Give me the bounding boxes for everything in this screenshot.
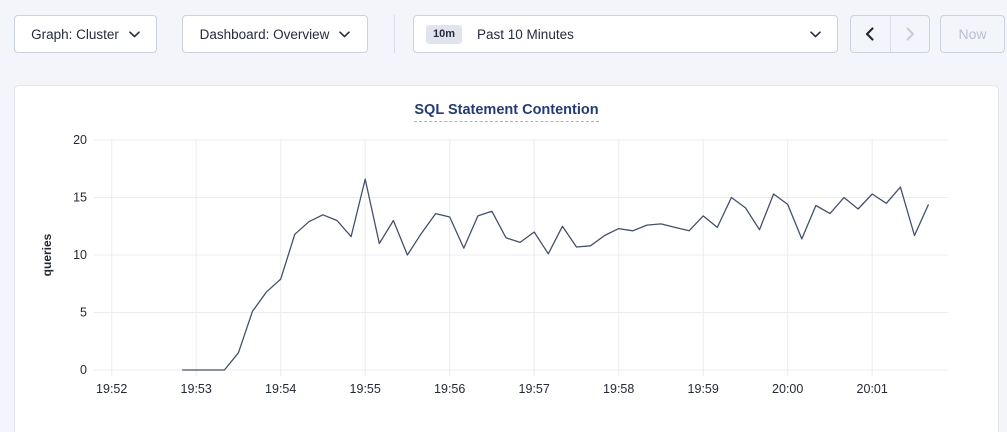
chart-card: SQL Statement Contention queries 0 5 10 15 2… <box>14 85 999 432</box>
toolbar-divider <box>394 15 395 53</box>
time-range-picker[interactable]: 10m Past 10 Minutes <box>413 15 838 53</box>
series-line <box>182 178 930 371</box>
chevron-down-icon <box>129 30 140 37</box>
chevron-right-icon <box>906 27 914 41</box>
chevron-left-icon <box>866 27 874 41</box>
x-tick-label: 20:00 <box>772 382 803 396</box>
chevron-down-icon <box>810 30 821 37</box>
time-range-label: Past 10 Minutes <box>477 26 574 42</box>
graph-select[interactable]: Graph: Cluster <box>14 15 157 53</box>
x-tick-label: 19:56 <box>434 382 465 396</box>
y-tick-label: 20 <box>73 133 87 147</box>
toolbar: Graph: Cluster Dashboard: Overview 10m P… <box>0 0 1007 53</box>
chart-canvas[interactable]: 0 5 10 15 20 19:52 19:53 19:54 19:55 19:56 19:57 19… <box>15 86 1000 432</box>
y-tick-label: 15 <box>73 191 87 205</box>
x-tick-label: 19:52 <box>96 382 127 396</box>
prev-time-button[interactable] <box>851 16 890 52</box>
next-time-button[interactable] <box>889 16 930 52</box>
y-tick-label: 0 <box>80 363 87 377</box>
chevron-down-icon <box>339 30 351 37</box>
x-tick-label: 19:54 <box>265 382 296 396</box>
chart-title-row: SQL Statement Contention <box>15 86 998 122</box>
dashboard-select[interactable]: Dashboard: Overview <box>182 15 368 53</box>
now-button[interactable]: Now <box>940 15 1005 53</box>
time-nav-group <box>850 15 930 53</box>
x-tick-label: 20:01 <box>857 382 888 396</box>
x-tick-label: 19:58 <box>603 382 634 396</box>
x-tick-label: 19:57 <box>519 382 550 396</box>
x-tick-label: 19:53 <box>181 382 212 396</box>
chart-title-link[interactable]: SQL Statement Contention <box>414 102 599 122</box>
time-range-badge: 10m <box>426 24 463 44</box>
y-tick-label: 5 <box>80 306 87 320</box>
x-tick-label: 19:55 <box>350 382 381 396</box>
x-tick-label: 19:59 <box>688 382 719 396</box>
dashboard-select-label: Dashboard: Overview <box>199 26 330 42</box>
graph-select-label: Graph: Cluster <box>31 26 119 42</box>
y-tick-label: 10 <box>73 248 87 262</box>
